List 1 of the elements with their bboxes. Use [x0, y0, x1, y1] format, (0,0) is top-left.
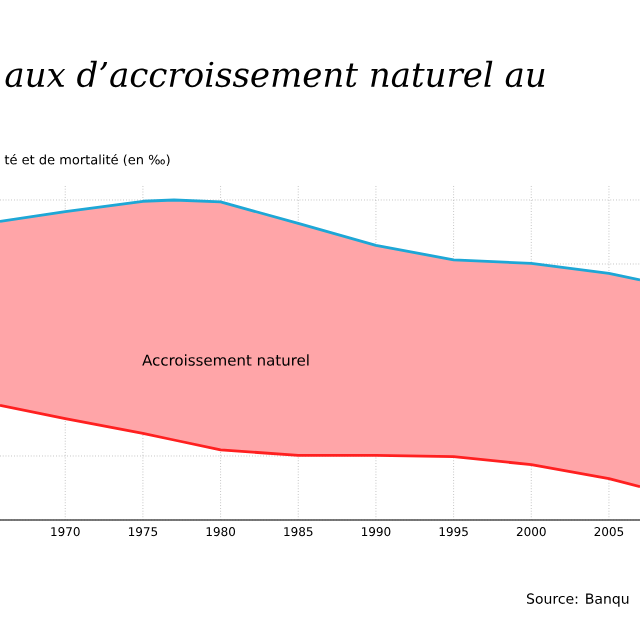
chart-title: aux d’accroissement naturel au [5, 60, 545, 88]
